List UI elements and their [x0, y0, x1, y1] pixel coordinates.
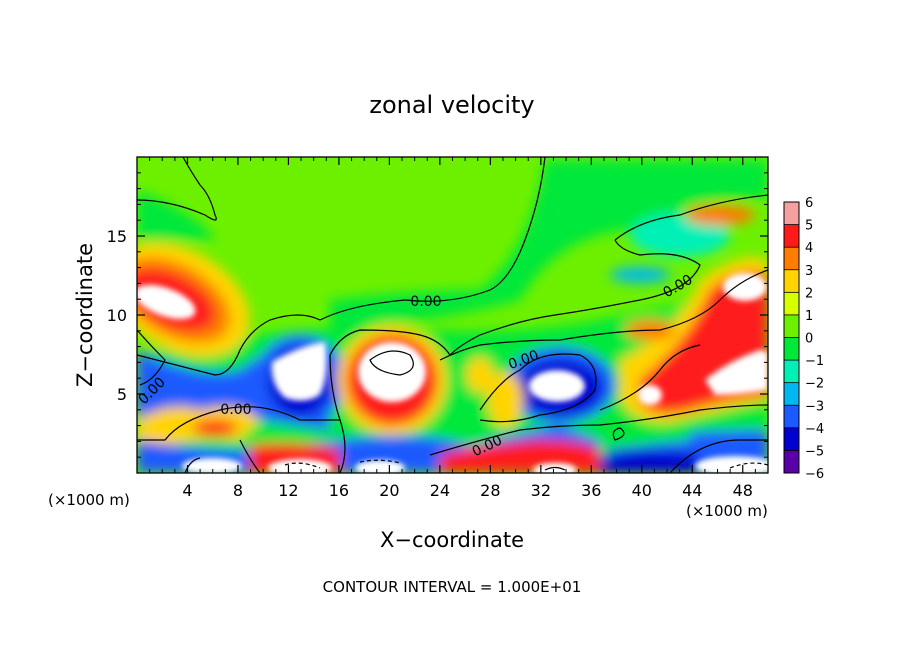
contour-lines: [137, 157, 768, 473]
y-tick-label: 15: [107, 227, 127, 246]
x-tick-label: 24: [430, 481, 450, 500]
x-tick-label: 4: [182, 481, 192, 500]
colorbar-swatch: [784, 427, 799, 451]
colorbar-swatch: [784, 292, 799, 316]
colorbar-swatch: [784, 337, 799, 361]
x-tick-label: 40: [632, 481, 652, 500]
colorbar-label: 1: [805, 309, 813, 324]
colorbar-label: −2: [805, 377, 824, 392]
colorbar-swatch: [784, 247, 799, 271]
chart-title: zonal velocity: [369, 91, 534, 119]
x-tick-label: 44: [682, 481, 702, 500]
x-tick-labels: 4 8 12 16 20 24 28 32 36 40 44 48: [182, 481, 753, 500]
x-tick-label: 16: [329, 481, 349, 500]
colorbar-swatch: [784, 224, 799, 248]
y-tick-label: 10: [107, 306, 127, 325]
y-tick-labels: 5 10 15: [107, 227, 127, 404]
colorbar-swatch: [784, 405, 799, 429]
colorbar-label: −6: [805, 467, 824, 482]
colorbar-label: −1: [805, 354, 824, 369]
x-tick-label: 48: [733, 481, 753, 500]
colorbar-swatch: [784, 450, 799, 474]
x-unit-right: (×1000 m): [686, 502, 768, 520]
footer-contour-interval: CONTOUR INTERVAL = 1.000E+01: [323, 578, 582, 596]
x-tick-label: 28: [480, 481, 500, 500]
x-tick-label: 20: [379, 481, 399, 500]
x-tick-label: 36: [581, 481, 601, 500]
axis-ticks: [137, 157, 768, 473]
heatmap-field: [137, 157, 768, 473]
colorbar-label: 5: [805, 219, 813, 234]
colorbar: 6 5 4 3 2 1 0 −1 −2 −3 −4 −5 −6: [783, 196, 824, 482]
y-axis-label: Z−coordinate: [73, 243, 97, 387]
contour-label: 0.00: [410, 294, 441, 310]
colorbar-label: 3: [805, 264, 813, 279]
colorbar-label: 0: [805, 332, 813, 347]
colorbar-swatch: [784, 360, 799, 384]
colorbar-swatch: [784, 202, 799, 226]
x-unit-left: (×1000 m): [48, 491, 130, 509]
colorbar-label: −5: [805, 444, 824, 459]
colorbar-swatch: [784, 314, 799, 338]
contour-label: 0.00: [220, 402, 251, 418]
colorbar-swatch: [784, 382, 799, 406]
colorbar-label: −3: [805, 399, 824, 414]
x-axis-label: X−coordinate: [380, 528, 524, 552]
colorbar-label: −4: [805, 422, 824, 437]
colorbar-label: 4: [805, 241, 813, 256]
colorbar-swatch: [784, 269, 799, 293]
x-tick-label: 32: [531, 481, 551, 500]
y-tick-label: 5: [117, 385, 127, 404]
x-tick-label: 12: [278, 481, 298, 500]
colorbar-label: 2: [805, 286, 813, 301]
colorbar-label: 6: [805, 196, 813, 211]
x-tick-label: 8: [233, 481, 243, 500]
